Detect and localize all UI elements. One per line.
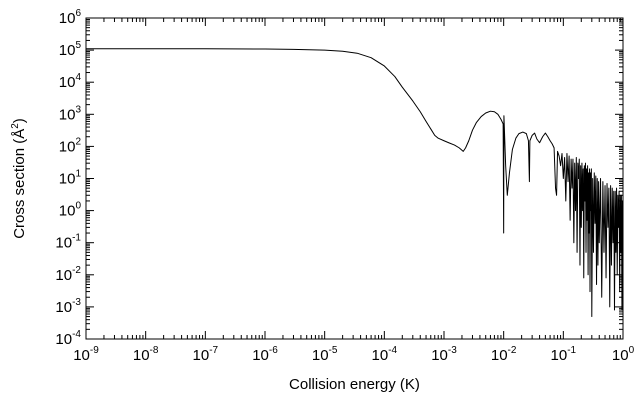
x-tick-label: 10-3 <box>431 345 457 364</box>
x-tick-label: 100 <box>612 345 635 364</box>
y-tick-label: 100 <box>59 201 82 220</box>
y-tick-label: 105 <box>59 40 82 59</box>
x-tick-label: 10-5 <box>312 345 338 364</box>
x-tick-label: 10-7 <box>193 345 219 364</box>
y-axis-label-pre: Cross section ( <box>11 139 28 239</box>
x-tick-label: 10-8 <box>133 345 159 364</box>
x-tick-label: 10-2 <box>491 345 517 364</box>
x-tick-label: 10-1 <box>551 345 577 364</box>
y-tick-label: 101 <box>59 169 82 188</box>
y-tick-label: 104 <box>59 72 82 91</box>
y-tick-label: 10-1 <box>55 233 81 252</box>
y-tick-label: 10-3 <box>55 297 81 316</box>
ticks-layer <box>85 17 624 340</box>
x-tick-label: 10-4 <box>372 345 398 364</box>
y-axis-label-sup: 2 <box>10 123 21 129</box>
y-axis-label-post: ) <box>11 118 28 123</box>
y-tick-label: 103 <box>59 104 82 123</box>
series-line <box>86 48 624 318</box>
y-tick-label: 106 <box>59 8 82 27</box>
y-tick-label: 10-4 <box>55 329 81 348</box>
x-tick-label: 10-9 <box>73 345 99 364</box>
y-tick-label: 10-2 <box>55 265 81 284</box>
x-axis-label: Collision energy (K) <box>289 376 420 393</box>
y-axis-label-base: Å <box>11 129 28 139</box>
tick-labels-layer: 10-9 10-8 10-7 10-6 10-5 10-4 10-3 10-2 10-1 100 1… <box>55 8 634 364</box>
y-axis-label: Cross section (Å2) <box>10 118 28 239</box>
y-tick-label: 102 <box>59 136 82 155</box>
x-tick-label: 10-6 <box>252 345 278 364</box>
plot-area-frame <box>85 17 624 340</box>
